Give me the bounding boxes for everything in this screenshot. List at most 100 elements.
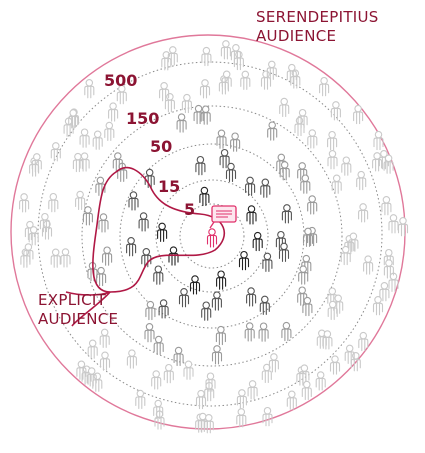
person-icon <box>163 363 174 384</box>
person-icon <box>104 121 115 142</box>
ring-label-500: 500 <box>104 71 137 90</box>
person-icon <box>246 205 257 225</box>
person-icon <box>145 300 156 321</box>
person-icon <box>164 93 175 113</box>
person-icon <box>60 248 71 268</box>
person-icon <box>201 301 212 321</box>
person-icon <box>96 266 107 287</box>
person-icon <box>281 321 292 342</box>
person-icon <box>84 79 95 99</box>
person-icon <box>189 275 201 295</box>
person-icon <box>178 288 190 308</box>
person-icon <box>331 174 342 194</box>
person-icon <box>183 360 194 380</box>
person-icon <box>95 176 106 196</box>
person-icon <box>199 186 210 207</box>
person-icon <box>330 101 341 121</box>
person-icon <box>195 155 206 176</box>
ring-5 <box>179 203 245 269</box>
person-icon <box>322 330 333 350</box>
person-icon <box>262 406 273 427</box>
speaker-figure <box>206 228 218 248</box>
person-icon <box>135 389 146 410</box>
person-icon <box>153 335 164 356</box>
person-icon <box>82 206 93 226</box>
person-icon <box>247 380 258 400</box>
person-icon <box>75 190 86 211</box>
person-icon <box>278 242 290 262</box>
person-icon <box>268 353 279 373</box>
person-icon <box>363 255 374 275</box>
person-icon <box>252 231 263 252</box>
person-icon <box>20 248 31 268</box>
person-icon <box>244 322 255 342</box>
person-icon <box>151 370 162 390</box>
person-icon <box>108 102 119 122</box>
person-icon <box>195 389 207 410</box>
person-icon <box>329 355 341 375</box>
person-icon <box>267 121 278 141</box>
person-icon <box>315 371 326 391</box>
person-icon <box>225 162 237 183</box>
person-icon <box>327 150 338 170</box>
person-icon <box>173 346 184 367</box>
person-icon <box>341 156 352 176</box>
person-icon <box>79 128 90 148</box>
person-icon <box>258 322 269 342</box>
person-icon <box>128 191 139 211</box>
person-icon <box>158 299 169 319</box>
person-icon <box>373 130 384 151</box>
ring-15 <box>155 179 269 293</box>
person-icon <box>230 132 241 152</box>
person-icon <box>353 104 364 125</box>
person-icon <box>99 328 110 348</box>
person-icon <box>199 79 211 99</box>
explicit-audience-label-line1: EXPLICIT <box>38 291 107 309</box>
person-icon <box>200 105 211 125</box>
person-icon <box>48 192 59 213</box>
person-icon <box>388 214 399 234</box>
person-icon <box>153 265 164 285</box>
person-icon <box>92 372 103 392</box>
outer-circle <box>10 34 406 430</box>
person-icon <box>203 414 214 434</box>
person-icon <box>216 270 227 290</box>
person-icon <box>281 204 292 224</box>
person-icon <box>294 116 305 137</box>
person-icon <box>233 50 244 71</box>
person-icon <box>126 349 137 369</box>
person-icon <box>260 70 272 90</box>
person-icon <box>211 291 222 311</box>
person-icon <box>28 226 39 246</box>
explicit-audience-pointer <box>65 291 111 327</box>
serendipitous-audience-label-line1: SERENDEPITIUS <box>256 8 379 26</box>
person-icon <box>99 351 111 371</box>
person-icon <box>372 296 384 316</box>
person-icon <box>98 213 109 233</box>
person-icon <box>201 46 212 67</box>
person-icon <box>279 97 290 118</box>
person-icon <box>397 217 409 237</box>
explicit-audience-outline <box>92 166 226 293</box>
person-icon <box>286 390 297 410</box>
person-icon <box>238 250 250 271</box>
speaker-icon <box>206 205 237 248</box>
person-icon <box>138 212 149 232</box>
person-icon <box>381 196 392 216</box>
person-icon <box>79 152 90 172</box>
serendipitous-audience-label-line2: AUDIENCE <box>256 27 336 45</box>
person-icon <box>290 69 301 89</box>
person-icon <box>19 193 30 213</box>
ring-150 <box>81 105 343 367</box>
person-icon <box>236 408 247 428</box>
person-icon <box>301 380 312 401</box>
person-icon <box>307 195 318 215</box>
person-icon <box>327 300 338 321</box>
person-icon <box>218 75 229 95</box>
person-icon <box>211 345 223 365</box>
person-icon <box>300 174 311 194</box>
ring-label-15: 15 <box>158 177 180 196</box>
person-icon <box>327 130 338 151</box>
person-icon <box>356 170 367 191</box>
